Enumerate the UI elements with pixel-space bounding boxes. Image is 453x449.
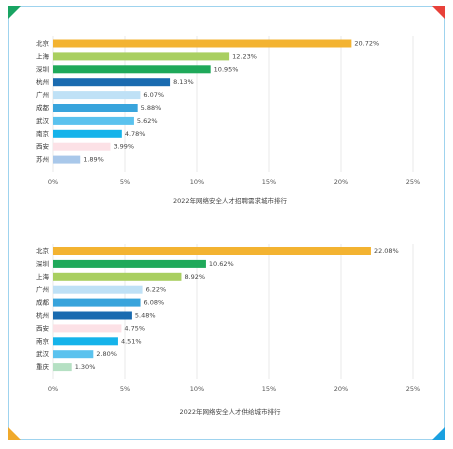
data-label: 5.48% [135,312,156,320]
bar [53,247,371,255]
bar [53,116,134,125]
category-label: 西安 [36,323,50,332]
bar [53,285,143,294]
category-label: 北京 [36,39,50,48]
data-label: 22.08% [374,247,399,255]
data-label: 5.88% [141,104,162,112]
x-tick-label: 5% [120,178,130,186]
x-tick-label: 15% [262,178,276,186]
bar [53,350,94,359]
data-label: 1.30% [75,363,96,371]
category-label: 苏州 [36,155,49,164]
x-tick-label: 25% [406,385,420,393]
category-label: 广州 [36,285,49,294]
category-label: 西安 [36,142,50,151]
bar [53,155,81,164]
category-label: 南京 [36,336,50,345]
chart-title: 2022年网络安全人才供给城市排行 [179,407,281,416]
bar [53,52,230,61]
category-label: 深圳 [36,64,49,73]
data-label: 4.51% [121,337,142,345]
bar [53,298,141,307]
bar [53,337,118,346]
data-label: 10.95% [214,65,239,73]
category-label: 上海 [36,272,50,281]
data-label: 12.23% [232,52,257,60]
data-label: 6.22% [146,286,167,294]
data-label: 6.08% [144,299,165,307]
corner-decoration-bottom-right [432,427,445,440]
bar [53,65,211,74]
data-label: 6.07% [143,91,164,99]
x-tick-label: 20% [334,178,348,186]
category-label: 重庆 [36,362,50,371]
data-label: 4.78% [125,130,146,138]
x-tick-label: 0% [48,178,58,186]
bar [53,104,138,112]
data-label: 5.62% [137,117,158,125]
bar [53,142,111,151]
category-label: 杭州 [36,311,49,320]
bar [53,363,72,372]
bar [53,39,352,48]
x-tick-label: 15% [262,385,276,393]
bar [53,272,182,281]
category-label: 上海 [36,51,50,60]
data-label: 8.92% [184,273,205,281]
category-label: 深圳 [36,259,49,268]
data-label: 20.72% [354,40,379,48]
x-tick-label: 20% [334,385,348,393]
x-tick-label: 25% [406,178,420,186]
bar [53,311,132,320]
data-label: 1.89% [83,156,104,164]
corner-decoration-bottom-left [8,427,21,440]
x-tick-label: 10% [190,385,204,393]
category-label: 武汉 [36,349,50,358]
category-label: 广州 [36,90,49,99]
data-label: 2.80% [96,350,117,358]
bar [53,324,122,333]
category-label: 武汉 [36,116,50,125]
corner-decoration-top-right [432,6,445,19]
data-label: 3.99% [113,143,134,151]
category-label: 南京 [36,129,50,138]
corner-decoration-top-left [8,6,21,19]
data-label: 8.13% [173,78,194,86]
data-label: 4.75% [124,324,145,332]
bar [53,78,171,87]
x-tick-label: 10% [190,178,204,186]
bar [53,259,206,268]
category-label: 北京 [36,246,50,255]
bar [53,129,122,138]
chart-title: 2022年网络安全人才招聘需求城市排行 [173,196,288,205]
x-tick-label: 5% [120,385,130,393]
category-label: 杭州 [36,77,49,86]
category-label: 成都 [36,103,50,112]
category-label: 成都 [36,298,50,307]
bar [53,91,141,100]
data-label: 10.62% [209,260,234,268]
x-tick-label: 0% [48,385,58,393]
